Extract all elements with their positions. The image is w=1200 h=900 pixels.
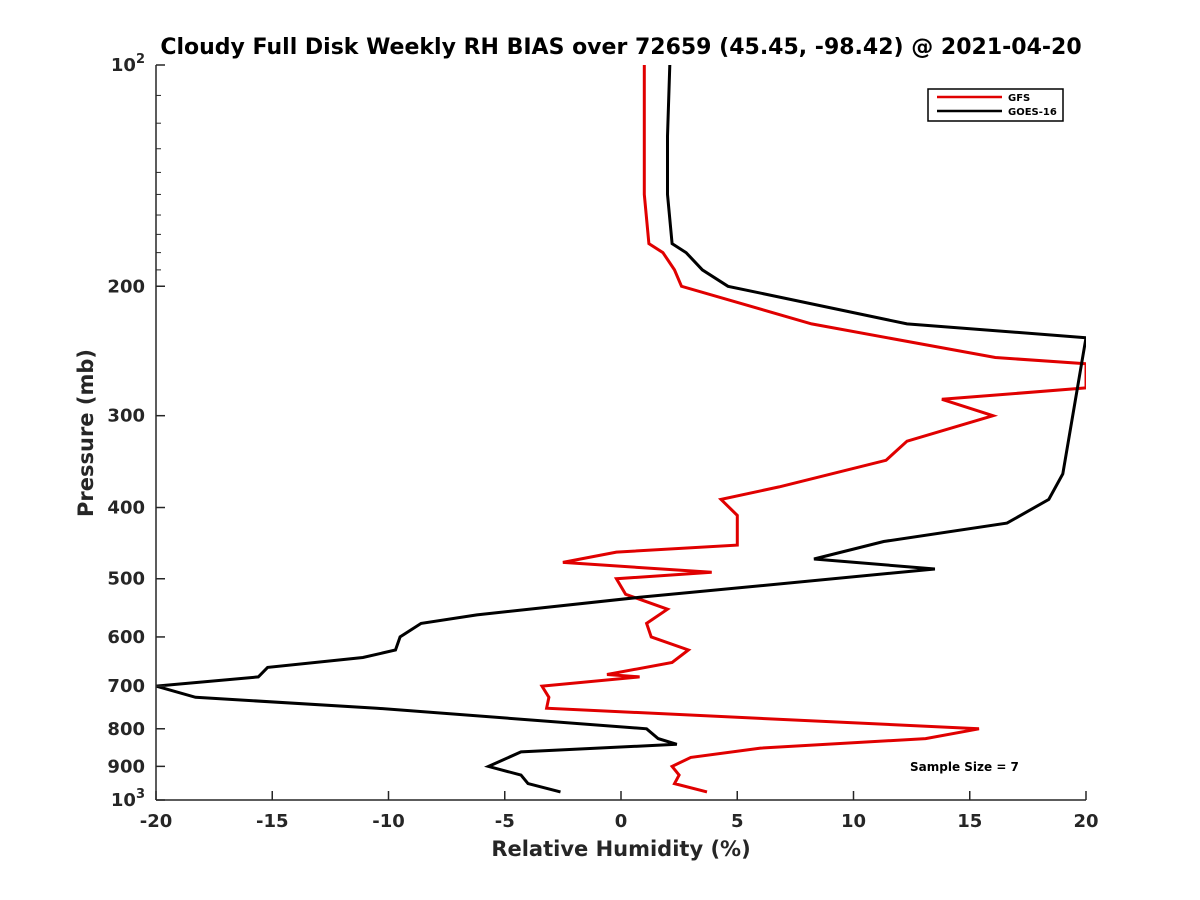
y-tick-label: 700: [107, 676, 145, 697]
series-line-gfs: [539, 65, 1086, 794]
sample-size-annotation: Sample Size = 7: [910, 760, 1019, 774]
legend-label-gfs: GFS: [1008, 93, 1030, 104]
x-tick-label: -5: [495, 811, 515, 832]
x-tick-label: -20: [140, 811, 173, 832]
x-axis-label: Relative Humidity (%): [491, 837, 750, 861]
x-tick-label: -10: [372, 811, 405, 832]
legend-label-goes16: GOES-16: [1008, 107, 1057, 118]
y-tick-label: 500: [107, 569, 145, 590]
axes-layer: -20 -15 -10 -5 0 5 10 15 20 102 200 300 400 500 600 700…: [107, 52, 1098, 832]
y-tick-label: 400: [107, 498, 145, 519]
y-tick-label: 200: [107, 276, 145, 297]
x-tick-label: 20: [1073, 811, 1098, 832]
y-tick-label: 103: [111, 787, 145, 811]
y-tick-label: 300: [107, 406, 145, 427]
x-tick-label: 0: [615, 811, 628, 832]
plot-area: [156, 65, 1086, 800]
legend: GFS GOES-16: [927, 88, 1064, 122]
y-tick-label: 102: [111, 52, 145, 76]
series-line-goes-16: [156, 65, 1086, 794]
series-layer: [156, 65, 1086, 794]
y-axis-label: Pressure (mb): [74, 349, 98, 517]
x-tick-label: -15: [256, 811, 289, 832]
x-tick-label: 15: [957, 811, 982, 832]
x-tick-label: 5: [731, 811, 744, 832]
x-tick-label: 10: [841, 811, 866, 832]
plot-background: [156, 65, 1086, 800]
y-tick-label: 900: [107, 756, 145, 777]
chart-title: Cloudy Full Disk Weekly RH BIAS over 726…: [160, 35, 1081, 60]
legend-box: [927, 88, 1064, 122]
y-tick-label: 600: [107, 627, 145, 648]
y-tick-label: 800: [107, 719, 145, 740]
